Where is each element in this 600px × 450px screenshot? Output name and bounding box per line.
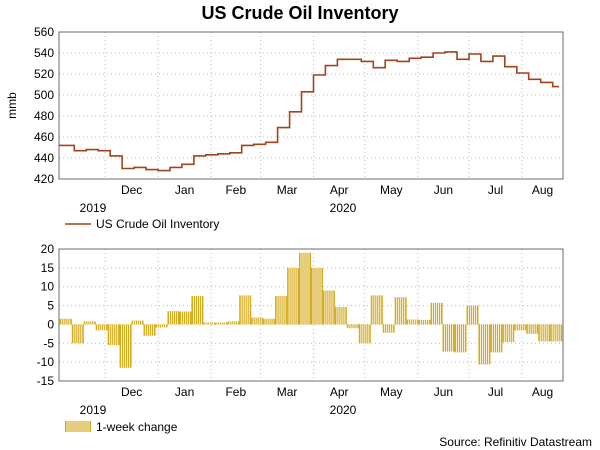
weekly-change-bar bbox=[95, 324, 108, 331]
top-y-tick-label: 420 bbox=[34, 172, 54, 186]
legend-label-inventory: US Crude Oil Inventory bbox=[96, 217, 219, 231]
weekly-change-bar bbox=[514, 324, 527, 331]
weekly-change-bar bbox=[299, 252, 311, 325]
weekly-change-bar bbox=[430, 302, 443, 325]
bottom-x-month-label: Jul bbox=[488, 385, 503, 399]
top-y-axis-label: mmb bbox=[5, 92, 19, 119]
weekly-change-bar bbox=[179, 311, 192, 325]
weekly-change-bar bbox=[215, 322, 228, 325]
weekly-change-bar bbox=[538, 324, 551, 342]
weekly-change-bar bbox=[406, 319, 419, 325]
bottom-x-year-label: 2020 bbox=[330, 403, 357, 417]
weekly-change-bar bbox=[334, 307, 347, 325]
weekly-change-bar bbox=[466, 305, 479, 325]
weekly-change-bar bbox=[418, 319, 431, 325]
legend-bar-fill bbox=[65, 421, 91, 432]
weekly-change-bar bbox=[502, 324, 515, 343]
weekly-change-bar bbox=[358, 324, 371, 344]
weekly-change-bar bbox=[394, 297, 407, 325]
top-plot-frame bbox=[58, 31, 564, 180]
top-x-month-label: Jul bbox=[488, 183, 503, 197]
weekly-change-bar bbox=[550, 324, 563, 342]
bottom-x-month-label: Jun bbox=[434, 385, 453, 399]
top-x-month-label: Aug bbox=[532, 183, 553, 197]
top-x-month-label: Apr bbox=[330, 183, 349, 197]
top-x-year-label: 2019 bbox=[80, 201, 107, 215]
top-x-month-label: Jan bbox=[175, 183, 194, 197]
weekly-change-bar bbox=[454, 324, 467, 353]
bottom-x-month-label: Feb bbox=[225, 385, 246, 399]
weekly-change-bar bbox=[59, 318, 72, 325]
bottom-y-tick-label: -10 bbox=[37, 355, 55, 369]
top-y-tick-label: 500 bbox=[34, 88, 54, 102]
weekly-change-bar bbox=[251, 317, 264, 325]
bottom-y-tick-label: 15 bbox=[41, 261, 55, 275]
bottom-y-tick-label: 5 bbox=[47, 299, 54, 313]
weekly-change-bar bbox=[442, 324, 455, 352]
legend-bar-swatch bbox=[65, 421, 91, 432]
weekly-change-bar bbox=[382, 324, 395, 333]
weekly-change-bar bbox=[526, 324, 539, 334]
bottom-y-tick-label: 0 bbox=[47, 317, 54, 331]
top-x-month-label: Jun bbox=[434, 183, 453, 197]
top-x-month-label: May bbox=[380, 183, 403, 197]
chart-title: US Crude Oil Inventory bbox=[201, 3, 398, 23]
top-x-month-label: Feb bbox=[225, 183, 246, 197]
weekly-change-bar bbox=[155, 324, 168, 328]
bottom-x-month-label: Aug bbox=[532, 385, 553, 399]
weekly-change-bar bbox=[131, 320, 144, 325]
top-x-month-label: Dec bbox=[121, 183, 142, 197]
weekly-change-bar bbox=[287, 267, 300, 325]
weekly-change-bar bbox=[167, 311, 180, 325]
weekly-change-bar bbox=[490, 324, 503, 353]
weekly-change-bar bbox=[227, 321, 240, 325]
top-x-year-label: 2020 bbox=[330, 201, 357, 215]
weekly-change-bar bbox=[311, 267, 323, 325]
bottom-y-tick-label: 10 bbox=[41, 280, 55, 294]
bottom-x-month-label: Apr bbox=[330, 385, 349, 399]
bottom-x-month-label: Jan bbox=[175, 385, 194, 399]
weekly-change-bar bbox=[346, 324, 359, 329]
weekly-change-bar bbox=[478, 324, 491, 365]
weekly-change-bar bbox=[275, 296, 288, 325]
source-note: Source: Refinitiv Datastream bbox=[439, 435, 592, 449]
weekly-change-bar bbox=[239, 295, 252, 325]
top-y-tick-label: 560 bbox=[34, 25, 54, 39]
weekly-change-bar bbox=[107, 324, 120, 346]
weekly-change-bar bbox=[143, 324, 156, 336]
inventory-series-line bbox=[59, 51, 559, 172]
bottom-plot-frame bbox=[58, 248, 564, 382]
top-x-month-label: Mar bbox=[277, 183, 298, 197]
bottom-y-tick-label: -5 bbox=[43, 336, 54, 350]
bottom-x-year-label: 2019 bbox=[80, 403, 107, 417]
top-y-tick-label: 440 bbox=[34, 151, 54, 165]
weekly-change-bar bbox=[119, 324, 132, 368]
bottom-y-tick-label: -15 bbox=[37, 374, 55, 388]
bottom-x-month-label: Mar bbox=[277, 385, 298, 399]
weekly-change-bar bbox=[322, 290, 335, 325]
top-y-tick-label: 520 bbox=[34, 67, 54, 81]
weekly-change-bar bbox=[370, 295, 383, 325]
top-y-tick-label: 460 bbox=[34, 130, 54, 144]
weekly-change-bar bbox=[191, 296, 204, 325]
weekly-change-bar bbox=[203, 322, 216, 325]
legend-label-weekly-change: 1-week change bbox=[96, 420, 178, 434]
weekly-change-bar bbox=[71, 324, 84, 344]
bottom-x-month-label: Dec bbox=[121, 385, 142, 399]
bottom-x-month-label: May bbox=[380, 385, 403, 399]
bottom-y-tick-label: 20 bbox=[41, 242, 55, 256]
weekly-change-bar bbox=[263, 318, 276, 325]
weekly-change-bar-chart: -15 -10 -5 0 5 10 15 20 Dec Jan Feb Mar Apr May Jun Jul… bbox=[37, 242, 564, 434]
weekly-change-bar bbox=[83, 321, 96, 325]
top-y-tick-label: 480 bbox=[34, 109, 54, 123]
top-y-tick-label: 540 bbox=[34, 46, 54, 60]
inventory-line-chart: 420 440 460 480 500 520 540 560 Dec Jan Feb Mar Apr M… bbox=[34, 25, 564, 231]
